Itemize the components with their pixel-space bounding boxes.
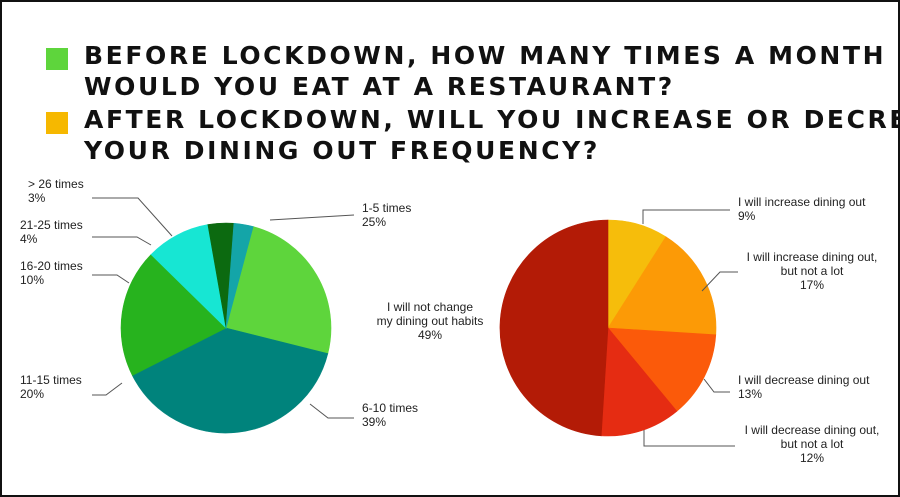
slice-category-label: I will decrease dining out <box>738 373 870 387</box>
slice-label-i-will-not-change-my-dining-out-habits: I will not change my dining out habits 49% <box>377 300 484 342</box>
slice-label-i-will-increase-dining-out-but-not-a-lot: I will increase dining out, but not a lot… <box>747 250 878 292</box>
slice-category-label: but not a lot <box>781 264 844 278</box>
slice-category-label: > 26 times <box>28 177 84 191</box>
leader-line-i-will-increase-dining-out <box>642 209 730 224</box>
slice-value-label: 13% <box>738 387 762 401</box>
pie-chart-after-lockdown: I will increase dining out 9%I will incre… <box>377 195 880 465</box>
legend-line: BEFORE LOCKDOWN, HOW MANY TIMES A MONTH <box>84 41 887 70</box>
slice-category-label: 21-25 times <box>20 218 83 232</box>
leader-line-6-10-times <box>309 403 354 419</box>
slice-value-label: 10% <box>20 273 44 287</box>
slice-category-label: my dining out habits <box>377 314 484 328</box>
leader-line-i-will-decrease-dining-out <box>703 378 730 393</box>
slice-value-label: 3% <box>28 191 46 205</box>
legend-swatch-orange <box>46 112 68 134</box>
pie-slice-11-15-times <box>120 254 227 376</box>
slice-value-label: 9% <box>738 209 756 223</box>
pie-slice-1-5-times <box>225 226 332 354</box>
slice-category-label: 16-20 times <box>20 259 83 273</box>
slice-category-label: I will decrease dining out, <box>745 423 880 437</box>
slice-category-label: I will increase dining out <box>738 195 866 209</box>
slice-label-1-5-times: 1-5 times 25% <box>362 201 411 229</box>
legend-text-after-lockdown: AFTER LOCKDOWN, WILL YOU INCREASE OR DEC… <box>84 104 900 166</box>
pie-slice-26-times <box>225 222 254 329</box>
legend-swatch-green <box>46 48 68 70</box>
pie-chart-before-lockdown: 1-5 times 25%6-10 times 39%11-15 times 20%1… <box>20 177 418 434</box>
leader-line-i-will-decrease-dining-out-but-not-a-lot <box>643 430 735 447</box>
leader-line-i-will-increase-dining-out-but-not-a-lot <box>701 271 738 292</box>
slice-category-label: 11-15 times <box>20 373 82 387</box>
slice-label-i-will-increase-dining-out: I will increase dining out 9% <box>738 195 866 223</box>
legend-item-after-lockdown: AFTER LOCKDOWN, WILL YOU INCREASE OR DEC… <box>46 104 900 166</box>
slice-label-26-times: > 26 times 3% <box>28 177 84 205</box>
leader-line-26-times <box>92 197 173 237</box>
leader-line-21-25-times <box>92 236 152 246</box>
slice-value-label: 20% <box>20 387 44 401</box>
slice-category-label: I will not change <box>387 300 473 314</box>
legend-item-before-lockdown: BEFORE LOCKDOWN, HOW MANY TIMES A MONTH … <box>46 40 886 102</box>
slice-category-label: but not a lot <box>781 437 844 451</box>
leader-line-16-20-times <box>92 274 130 284</box>
slice-value-label: 12% <box>800 451 824 465</box>
slice-category-label: I will increase dining out, <box>747 250 878 264</box>
leader-line-11-15-times <box>92 382 123 396</box>
slice-value-label: 39% <box>362 415 386 429</box>
pie-slice-i-will-not-change-my-dining-out-habits <box>499 219 609 437</box>
slice-label-21-25-times: 21-25 times 4% <box>20 218 83 246</box>
pie-slice-i-will-decrease-dining-out <box>607 327 717 412</box>
leader-line-1-5-times <box>269 214 355 221</box>
slice-label-i-will-decrease-dining-out-but-not-a-lot: I will decrease dining out, but not a lot… <box>745 423 880 465</box>
slice-value-label: 25% <box>362 215 386 229</box>
legend-line: YOUR DINING OUT FREQUENCY? <box>84 136 600 165</box>
slice-label-6-10-times: 6-10 times 39% <box>362 401 418 429</box>
slice-value-label: 4% <box>20 232 38 246</box>
slice-category-label: 1-5 times <box>362 201 411 215</box>
slice-value-label: 17% <box>800 278 824 292</box>
slice-label-16-20-times: 16-20 times 10% <box>20 259 83 287</box>
legend-line: AFTER LOCKDOWN, WILL YOU INCREASE OR DEC… <box>84 105 900 134</box>
legend-line: WOULD YOU EAT AT A RESTAURANT? <box>84 72 675 101</box>
pie-slice-i-will-increase-dining-out-but-not-a-lot <box>607 236 717 336</box>
slice-category-label: 6-10 times <box>362 401 418 415</box>
pie-slice-6-10-times <box>131 327 329 434</box>
pie-slice-i-will-decrease-dining-out-but-not-a-lot <box>600 327 678 437</box>
slice-label-i-will-decrease-dining-out: I will decrease dining out 13% <box>738 373 870 401</box>
legend-text-before-lockdown: BEFORE LOCKDOWN, HOW MANY TIMES A MONTH … <box>84 40 886 102</box>
slice-label-11-15-times: 11-15 times 20% <box>20 373 82 401</box>
slice-value-label: 49% <box>418 328 442 342</box>
